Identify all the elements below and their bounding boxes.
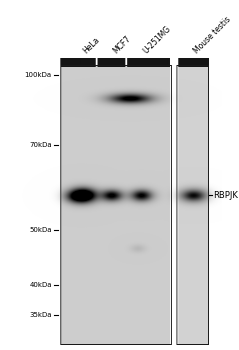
- Text: 100kDa: 100kDa: [25, 72, 52, 78]
- Text: 50kDa: 50kDa: [29, 227, 52, 233]
- Text: 35kDa: 35kDa: [29, 312, 52, 318]
- Text: U-251MG: U-251MG: [141, 24, 173, 55]
- Text: 70kDa: 70kDa: [29, 142, 52, 148]
- Text: MCF7: MCF7: [111, 34, 132, 55]
- Text: RBPJK: RBPJK: [213, 190, 238, 199]
- Text: Mouse testis: Mouse testis: [192, 14, 233, 55]
- Text: 40kDa: 40kDa: [29, 282, 52, 288]
- Text: HeLa: HeLa: [81, 35, 102, 55]
